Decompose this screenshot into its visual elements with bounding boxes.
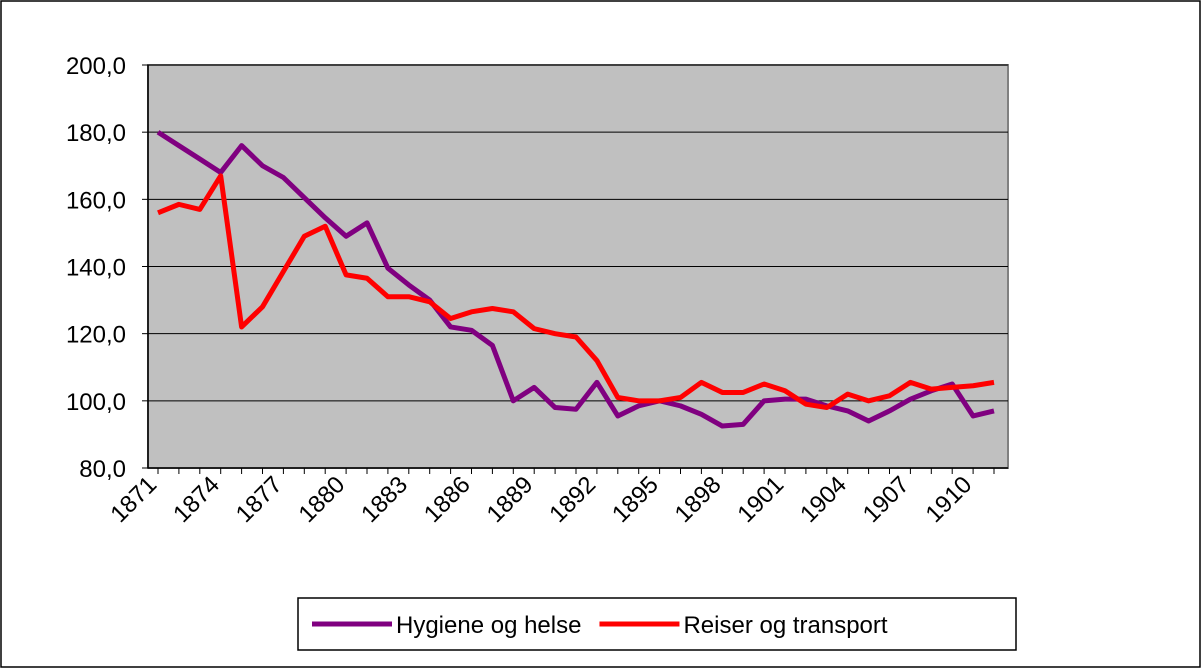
y-tick-label: 100,0: [66, 389, 126, 416]
series-line: [156, 130, 995, 429]
y-tick-label: 200,0: [66, 53, 126, 80]
y-tick-label: 160,0: [66, 187, 126, 214]
y-tick-label: 140,0: [66, 255, 126, 282]
legend-label: Reiser og transport: [683, 612, 887, 639]
legend-box: [297, 597, 1017, 651]
y-tick-label: 120,0: [66, 322, 126, 349]
y-tick-label: 180,0: [66, 120, 126, 147]
legend-label: Hygiene og helse: [396, 612, 581, 639]
y-tick-label: 80,0: [79, 456, 126, 483]
series-line: [157, 173, 995, 411]
